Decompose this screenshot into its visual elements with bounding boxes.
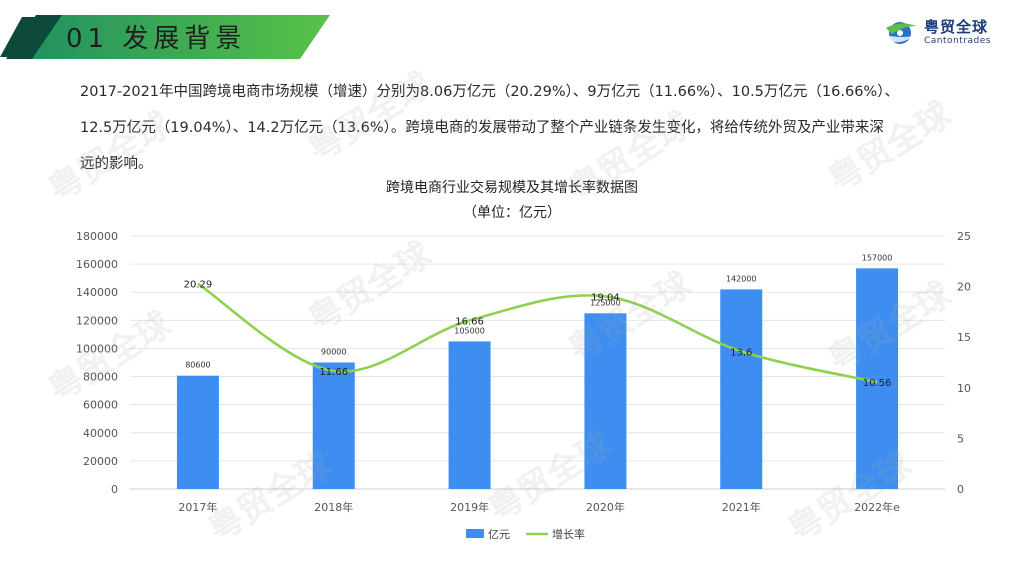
bar [176, 375, 219, 489]
right-tick-label: 0 [957, 483, 964, 496]
paragraph-line: 2017-2021年中国跨境电商市场规模（增速）分别为8.06万亿元（20.29… [80, 84, 899, 100]
header-banner-shape [0, 15, 330, 59]
chart-title: 跨境电商行业交易规模及其增长率数据图 [386, 179, 638, 196]
bar-value-label: 157000 [862, 253, 893, 262]
growth-rate-line [197, 282, 878, 384]
line-series: 20.29 11.66 16.66 19.04 13.6 10.56 [184, 280, 892, 389]
left-tick-label: 160000 [76, 258, 118, 271]
right-tick-label: 25 [957, 230, 971, 243]
left-tick-label: 40000 [83, 427, 118, 440]
left-axis: 0 20000 40000 60000 80000 100000 120000 140000 1… [76, 230, 118, 496]
x-tick-label: 2021年 [722, 500, 761, 514]
bar-line-chart: 跨境电商行业交易规模及其增长率数据图 （单位：亿元） 0 20000 40000 60… [76, 179, 971, 541]
page-title: 01 发展背景 [66, 24, 247, 54]
bar-series: 80600 90000 105000 125000 142000 157000 [176, 253, 899, 489]
bar-value-label: 80600 [185, 361, 210, 370]
left-tick-label: 20000 [83, 455, 118, 468]
left-tick-label: 180000 [76, 230, 118, 243]
legend-bar-swatch [466, 529, 484, 538]
line-value-label: 13.6 [730, 347, 752, 358]
grid-lines [130, 235, 945, 490]
bar-value-label: 142000 [726, 274, 757, 283]
left-tick-label: 0 [111, 483, 118, 496]
x-tick-label: 2019年 [450, 500, 489, 514]
right-tick-label: 15 [957, 331, 971, 344]
header-banner [0, 15, 330, 59]
legend-line-label: 增长率 [552, 527, 585, 541]
right-tick-label: 20 [957, 281, 971, 294]
x-axis: 2017年 2018年 2019年 2020年 2021年 2022年e [178, 500, 900, 514]
right-tick-label: 10 [957, 382, 971, 395]
legend-bar-label: 亿元 [488, 528, 510, 541]
logo-subtitle: Cantontrades [924, 36, 991, 46]
left-tick-label: 100000 [76, 342, 118, 355]
x-tick-label: 2022年e [854, 500, 900, 514]
line-value-label: 20.29 [184, 280, 213, 291]
globe-logo-icon [886, 22, 916, 44]
brand-logo: 粤贸全球 Cantontrades [882, 16, 1012, 50]
logo-name: 粤贸全球 [924, 18, 989, 36]
left-tick-label: 80000 [83, 371, 118, 384]
bar-value-label: 105000 [454, 326, 485, 335]
x-tick-label: 2020年 [586, 500, 625, 514]
line-value-label: 11.66 [319, 367, 348, 378]
chart-legend: 亿元 增长率 [466, 527, 585, 541]
x-tick-label: 2017年 [178, 500, 217, 514]
right-axis: 0 5 10 15 20 25 [957, 230, 971, 496]
line-value-label: 16.66 [455, 316, 484, 327]
left-tick-label: 140000 [76, 286, 118, 299]
left-tick-label: 120000 [76, 314, 118, 327]
paragraph-line: 12.5万亿元（19.04%）、14.2万亿元（13.6%）。跨境电商的发展带动… [80, 120, 884, 136]
x-tick-label: 2018年 [314, 500, 353, 514]
bar [584, 313, 627, 489]
bar [448, 341, 491, 489]
chart-subtitle: （单位：亿元） [463, 205, 561, 221]
bar [312, 362, 355, 489]
bar-value-label: 125000 [590, 298, 621, 307]
left-tick-label: 60000 [83, 399, 118, 412]
intro-paragraph: 2017-2021年中国跨境电商市场规模（增速）分别为8.06万亿元（20.29… [80, 74, 980, 182]
bar [720, 289, 763, 489]
paragraph-line: 远的影响。 [80, 156, 153, 172]
line-value-label: 19.04 [591, 292, 620, 303]
bar-value-label: 90000 [321, 348, 346, 357]
line-value-label: 10.56 [863, 378, 892, 389]
right-tick-label: 5 [957, 432, 964, 445]
